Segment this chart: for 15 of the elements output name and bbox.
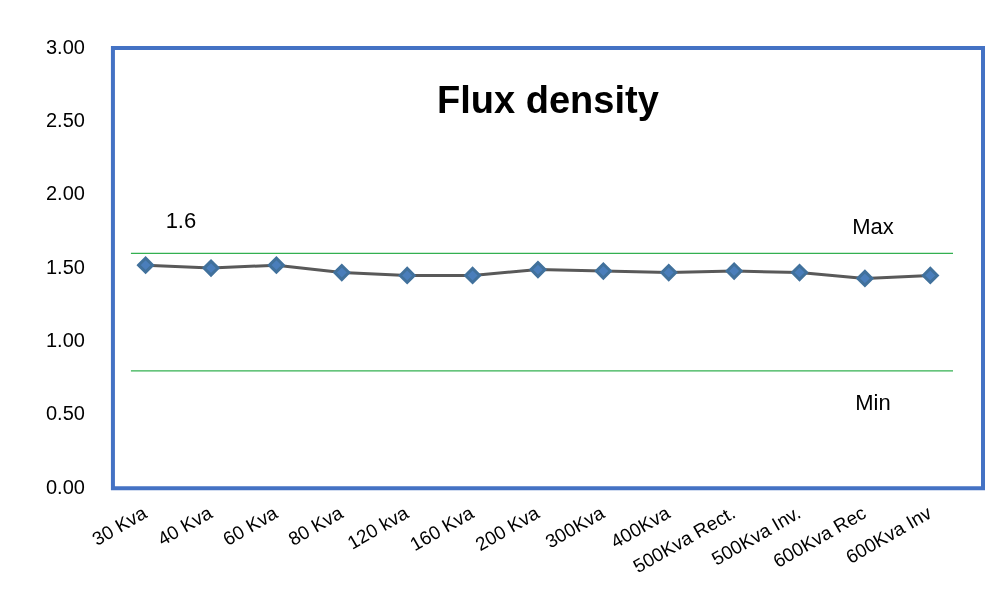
ref-line-label: Max (852, 214, 894, 240)
y-tick-label: 1.50 (45, 255, 85, 278)
x-tick-label: 80 Kva (284, 501, 347, 550)
x-tick-label: 60 Kva (219, 501, 282, 550)
annotation: 1.6 (165, 207, 197, 233)
y-tick-label: 0.50 (45, 402, 85, 425)
x-tick-label: 30 Kva (88, 501, 151, 550)
y-tick-label: 0.00 (45, 475, 85, 498)
text: Flux density (437, 79, 659, 122)
y-tick-label: 1.00 (45, 329, 85, 351)
y-tick-label: 3.00 (45, 35, 85, 58)
y-tick-label: 2.50 (45, 108, 85, 131)
y-tick-label: 2.00 (45, 182, 85, 205)
ref-line-label: Min (855, 389, 891, 415)
x-tick-label: 40 Kva (153, 501, 217, 550)
